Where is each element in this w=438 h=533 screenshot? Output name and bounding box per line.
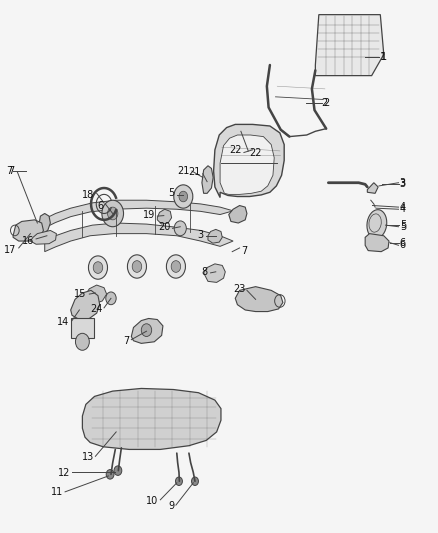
Circle shape bbox=[93, 262, 103, 273]
Text: 21: 21 bbox=[188, 167, 201, 177]
Text: 6: 6 bbox=[400, 240, 406, 251]
Polygon shape bbox=[85, 285, 106, 304]
Text: 2: 2 bbox=[323, 98, 329, 108]
Circle shape bbox=[88, 256, 107, 279]
Polygon shape bbox=[367, 183, 378, 193]
Polygon shape bbox=[30, 230, 57, 244]
Polygon shape bbox=[208, 229, 222, 243]
Polygon shape bbox=[214, 124, 284, 198]
Circle shape bbox=[106, 292, 116, 305]
Text: 3: 3 bbox=[198, 230, 204, 240]
Polygon shape bbox=[45, 223, 233, 252]
Text: 13: 13 bbox=[82, 453, 95, 463]
Text: 22: 22 bbox=[250, 148, 262, 158]
Text: 6: 6 bbox=[400, 238, 406, 248]
Circle shape bbox=[166, 255, 185, 278]
Polygon shape bbox=[82, 389, 221, 449]
Circle shape bbox=[174, 221, 186, 236]
Text: 7: 7 bbox=[123, 336, 129, 346]
Text: 5: 5 bbox=[400, 222, 406, 232]
Circle shape bbox=[171, 261, 181, 272]
Circle shape bbox=[141, 324, 152, 336]
Polygon shape bbox=[39, 214, 50, 233]
Text: 20: 20 bbox=[158, 222, 170, 232]
Text: 10: 10 bbox=[146, 496, 159, 506]
Circle shape bbox=[75, 333, 89, 350]
Text: 14: 14 bbox=[57, 317, 69, 327]
Circle shape bbox=[127, 255, 146, 278]
Text: 21: 21 bbox=[177, 166, 190, 176]
Text: 12: 12 bbox=[58, 469, 71, 478]
Text: 17: 17 bbox=[4, 245, 17, 255]
Text: 18: 18 bbox=[82, 190, 95, 200]
Circle shape bbox=[176, 477, 182, 486]
Polygon shape bbox=[365, 233, 389, 252]
Polygon shape bbox=[204, 264, 225, 282]
Text: 15: 15 bbox=[74, 289, 87, 299]
Polygon shape bbox=[235, 287, 283, 312]
Text: 5: 5 bbox=[400, 220, 406, 230]
Text: 4: 4 bbox=[400, 204, 406, 214]
Circle shape bbox=[107, 207, 118, 220]
Polygon shape bbox=[131, 318, 163, 343]
Polygon shape bbox=[229, 206, 247, 223]
Circle shape bbox=[106, 470, 114, 479]
Polygon shape bbox=[157, 209, 172, 224]
Text: 19: 19 bbox=[143, 209, 155, 220]
Text: 7: 7 bbox=[8, 166, 14, 176]
Text: 1: 1 bbox=[380, 52, 386, 62]
Text: 1: 1 bbox=[381, 52, 387, 62]
Text: 22: 22 bbox=[229, 145, 242, 155]
Polygon shape bbox=[45, 200, 233, 228]
Polygon shape bbox=[71, 290, 100, 319]
Text: 3: 3 bbox=[400, 179, 406, 189]
Text: 6: 6 bbox=[97, 200, 103, 211]
Circle shape bbox=[191, 477, 198, 486]
Text: 7: 7 bbox=[6, 166, 12, 176]
Polygon shape bbox=[202, 166, 213, 193]
Text: 23: 23 bbox=[233, 284, 245, 294]
Text: 16: 16 bbox=[21, 236, 34, 246]
Text: 5: 5 bbox=[168, 188, 175, 198]
Polygon shape bbox=[220, 135, 274, 195]
Polygon shape bbox=[13, 220, 43, 241]
Ellipse shape bbox=[367, 209, 387, 238]
Polygon shape bbox=[315, 14, 384, 76]
Text: 2: 2 bbox=[321, 98, 328, 108]
Text: 3: 3 bbox=[400, 177, 406, 188]
Text: 7: 7 bbox=[241, 246, 247, 256]
Circle shape bbox=[179, 191, 187, 202]
Circle shape bbox=[132, 261, 142, 272]
Circle shape bbox=[174, 185, 193, 208]
Text: 24: 24 bbox=[90, 304, 102, 314]
Circle shape bbox=[114, 466, 122, 475]
Text: 9: 9 bbox=[169, 501, 175, 511]
Text: 8: 8 bbox=[202, 267, 208, 277]
Circle shape bbox=[102, 200, 124, 227]
Text: 11: 11 bbox=[51, 487, 64, 497]
FancyBboxPatch shape bbox=[71, 318, 94, 337]
Text: 4: 4 bbox=[400, 202, 406, 212]
